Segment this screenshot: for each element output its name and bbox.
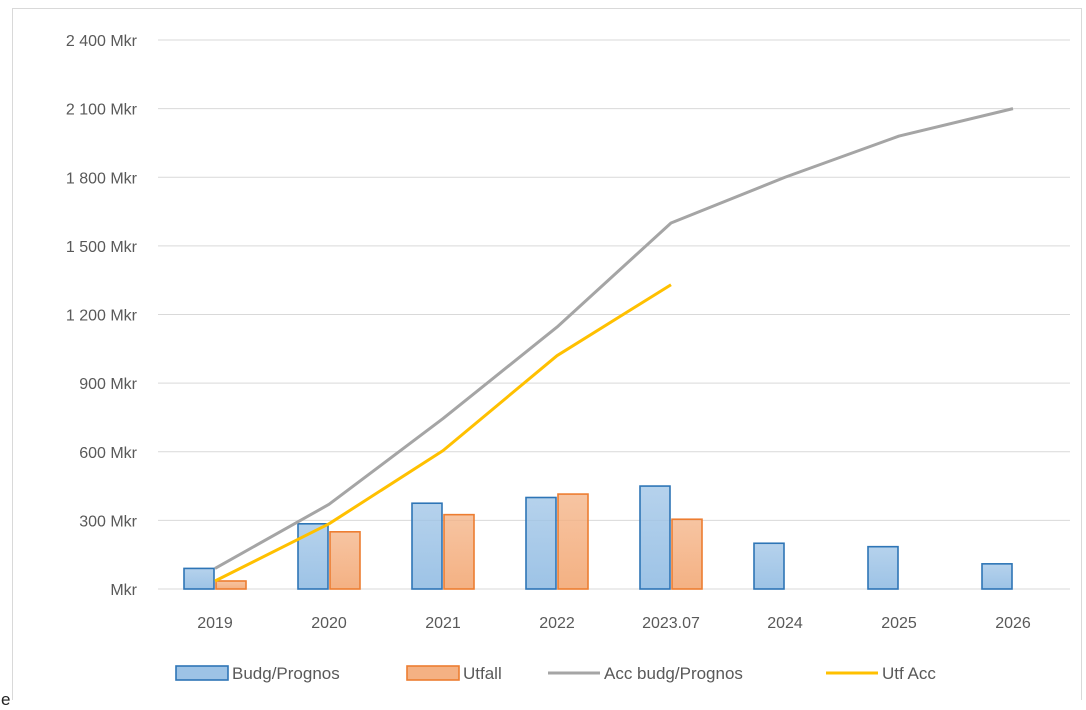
legend-swatch bbox=[175, 665, 229, 681]
x-tick-label: 2025 bbox=[881, 615, 917, 632]
bar-budg-prognos bbox=[183, 567, 215, 590]
x-tick-label: 2026 bbox=[995, 615, 1031, 632]
bar-budg-prognos bbox=[981, 563, 1013, 590]
line-acc-budg-prognos bbox=[214, 107, 1014, 570]
x-tick-label: 2021 bbox=[425, 615, 461, 632]
bar-budg-prognos bbox=[297, 523, 329, 590]
y-tick-label: 1 800 Mkr bbox=[66, 170, 138, 187]
bar-utfall bbox=[557, 493, 589, 590]
line-utf-acc bbox=[214, 283, 672, 583]
legend-label: Utf Acc bbox=[882, 664, 936, 683]
legend-label: Budg/Prognos bbox=[232, 664, 340, 683]
y-tick-label: 300 Mkr bbox=[79, 513, 137, 530]
y-tick-label: 2 400 Mkr bbox=[66, 33, 138, 50]
bar-utfall bbox=[329, 531, 361, 590]
legend-label: Utfall bbox=[463, 664, 502, 683]
y-tick-label: 600 Mkr bbox=[79, 445, 137, 462]
x-tick-label: 2023.07 bbox=[642, 615, 700, 632]
legend: Budg/Prognos Utfall Acc budg/Prognos Utf Ac… bbox=[175, 664, 936, 683]
bar-budg-prognos bbox=[867, 545, 899, 590]
legend-swatch bbox=[406, 665, 460, 681]
stray-text: e bbox=[1, 690, 11, 709]
x-tick-label: 2020 bbox=[311, 615, 347, 632]
y-tick-label: 2 100 Mkr bbox=[66, 102, 138, 119]
bar-budg-prognos bbox=[411, 502, 443, 590]
chart-frame bbox=[12, 8, 1082, 700]
x-axis-ticks: 2019 2020 2021 2022 2023.07 2024 2025 2026 bbox=[197, 615, 1031, 632]
x-tick-label: 2019 bbox=[197, 615, 233, 632]
y-tick-label: 900 Mkr bbox=[79, 376, 137, 393]
x-tick-label: 2024 bbox=[767, 615, 803, 632]
gridlines bbox=[158, 39, 1070, 590]
y-tick-label: 1 500 Mkr bbox=[66, 239, 138, 256]
bar-budg-prognos bbox=[639, 485, 671, 590]
bar-utfall bbox=[215, 580, 247, 590]
legend-label: Acc budg/Prognos bbox=[604, 664, 743, 683]
y-axis-ticks: Mkr 300 Mkr 600 Mkr 900 Mkr 1 200 Mkr 1 500 M… bbox=[66, 33, 138, 599]
y-tick-label: 1 200 Mkr bbox=[66, 308, 138, 325]
x-tick-label: 2022 bbox=[539, 615, 575, 632]
bar-utfall bbox=[443, 513, 475, 590]
bar-utfall bbox=[671, 518, 703, 590]
lines bbox=[214, 107, 1014, 583]
bar-budg-prognos bbox=[753, 542, 785, 590]
y-tick-label: Mkr bbox=[110, 582, 137, 599]
bar-budg-prognos bbox=[525, 496, 557, 590]
bars bbox=[183, 485, 1013, 590]
